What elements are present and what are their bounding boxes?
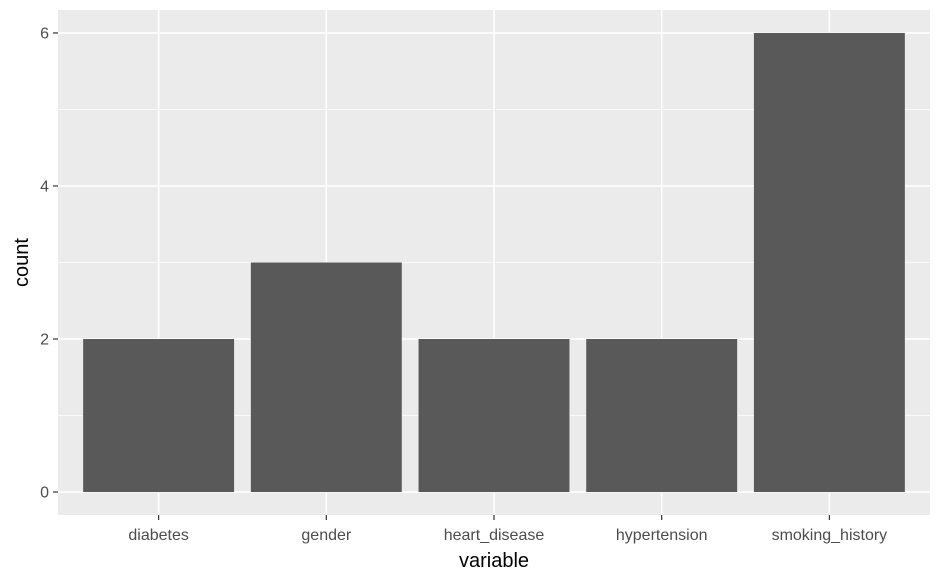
x-tick-label-gender: gender	[301, 527, 351, 544]
x-tick-label-heart_disease: heart_disease	[444, 527, 545, 544]
x-tick-label-hypertension: hypertension	[616, 527, 708, 544]
bar-heart_disease	[418, 339, 570, 493]
y-tick-label: 4	[40, 178, 49, 195]
x-tick-label-diabetes: diabetes	[128, 527, 189, 544]
bar-hypertension	[586, 339, 738, 493]
x-axis: diabetes gender heart_disease hypertension s…	[128, 515, 887, 544]
bar-smoking_history	[753, 32, 905, 493]
x-axis-title: variable	[459, 550, 529, 572]
y-axis: 0 2 4 6	[40, 25, 58, 502]
y-tick-label: 6	[40, 25, 49, 42]
bar-diabetes	[83, 339, 235, 493]
bars	[83, 32, 905, 493]
x-tick-label-smoking_history: smoking_history	[772, 527, 888, 544]
y-tick-label: 2	[40, 332, 49, 349]
bar-gender	[250, 262, 402, 493]
y-tick-label: 0	[40, 485, 49, 502]
y-axis-title: count	[11, 238, 33, 287]
